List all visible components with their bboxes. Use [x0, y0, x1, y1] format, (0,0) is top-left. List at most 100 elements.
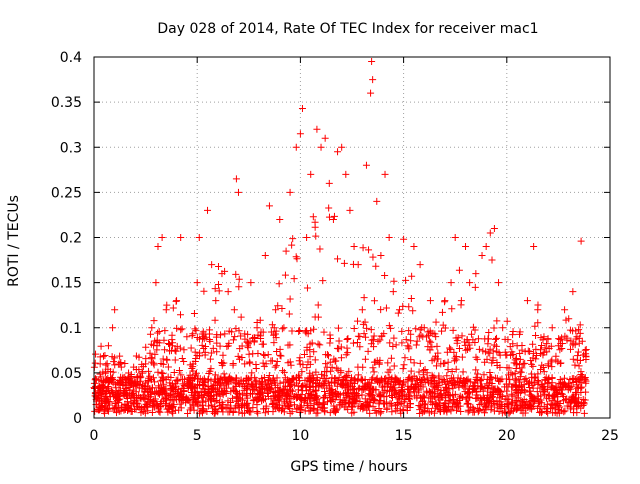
data-point-density	[272, 404, 280, 412]
data-point-density	[271, 363, 279, 371]
data-point	[158, 234, 166, 241]
data-point-density	[497, 404, 505, 412]
data-point-density	[369, 253, 377, 261]
data-point	[513, 342, 521, 350]
data-point-density	[537, 409, 545, 417]
data-point-density	[97, 373, 105, 381]
data-point-density	[471, 283, 479, 291]
data-point-density	[513, 396, 521, 404]
data-point	[303, 234, 311, 241]
data-point-density	[428, 371, 436, 379]
data-point	[109, 324, 117, 332]
data-point	[195, 234, 203, 241]
data-point-density	[405, 303, 413, 311]
data-point-density	[544, 409, 552, 417]
data-point-density	[178, 394, 186, 402]
data-point-density	[330, 407, 338, 415]
data-point-density	[153, 342, 161, 350]
data-point	[100, 396, 108, 404]
data-point-density	[301, 407, 309, 415]
data-point-density	[150, 397, 158, 405]
data-point-density	[138, 404, 146, 412]
x-tick-label: 25	[601, 428, 619, 444]
data-point-density	[481, 409, 489, 417]
data-point-density	[432, 352, 439, 360]
data-point-density	[249, 385, 257, 393]
data-point-density	[534, 392, 542, 400]
data-point	[451, 234, 459, 241]
data-point-density	[494, 390, 502, 398]
data-point-density	[208, 385, 216, 393]
data-point-density	[524, 347, 532, 355]
data-point-density	[343, 380, 351, 388]
data-point-density	[252, 383, 260, 391]
y-tick-label: 0	[73, 411, 82, 427]
data-point-density	[146, 372, 154, 380]
data-point-density	[547, 384, 555, 392]
data-point-density	[516, 355, 524, 363]
data-point-density	[205, 370, 213, 378]
data-point-density	[295, 357, 303, 365]
data-point-density	[435, 372, 443, 380]
data-point-density	[104, 404, 112, 412]
data-point-density	[369, 386, 377, 394]
data-point-density	[385, 322, 393, 330]
data-point-density	[399, 381, 407, 389]
data-point-density	[408, 383, 416, 391]
data-point-density	[289, 235, 297, 243]
data-point-density	[123, 395, 131, 403]
data-point-density	[306, 360, 314, 368]
data-point-density	[415, 388, 423, 396]
data-point-density	[495, 349, 503, 357]
data-point	[381, 170, 389, 178]
data-point-density	[303, 364, 311, 372]
data-point-density	[518, 364, 526, 372]
data-point-density	[164, 363, 172, 371]
data-point-density	[451, 390, 459, 398]
data-point-density	[336, 380, 344, 388]
data-point-density	[571, 361, 579, 369]
data-point-density	[97, 342, 105, 350]
data-point-density	[476, 400, 484, 408]
data-point-density	[464, 406, 472, 414]
data-point	[298, 104, 306, 112]
data-point-density	[398, 327, 406, 335]
data-point-density	[366, 409, 374, 417]
data-point-density	[521, 388, 529, 396]
data-point-density	[285, 310, 293, 318]
data-point-density	[213, 339, 221, 347]
data-point-density	[288, 241, 296, 249]
data-point-density	[296, 354, 304, 362]
data-point-density	[180, 384, 188, 392]
data-point-density	[574, 384, 582, 392]
data-point-density	[125, 374, 133, 382]
data-point-density	[383, 392, 391, 400]
data-point-density	[258, 397, 266, 405]
data-point-density	[257, 390, 265, 398]
data-point-density	[521, 409, 529, 417]
data-point	[486, 229, 494, 237]
data-point-density	[168, 331, 176, 339]
data-point-density	[555, 409, 563, 417]
data-point-density	[576, 329, 584, 337]
y-tick-label: 0.25	[51, 185, 82, 201]
data-point-density	[196, 335, 204, 343]
data-point-density	[443, 372, 451, 380]
data-point-density	[244, 344, 252, 352]
data-point-density	[270, 403, 278, 411]
data-point-density	[214, 263, 222, 271]
data-point	[276, 215, 284, 223]
data-point-density	[146, 349, 154, 357]
data-point-density	[258, 340, 266, 348]
data-point-density	[430, 393, 438, 401]
data-point-density	[181, 375, 189, 383]
data-point-density	[268, 321, 276, 329]
data-point	[115, 396, 123, 404]
data-point-density	[529, 402, 537, 410]
data-point-density	[567, 337, 575, 345]
data-point-density	[235, 283, 243, 291]
data-point-density	[313, 377, 321, 385]
data-point-density	[283, 392, 291, 400]
data-point-density	[490, 341, 498, 349]
data-point	[416, 261, 424, 269]
